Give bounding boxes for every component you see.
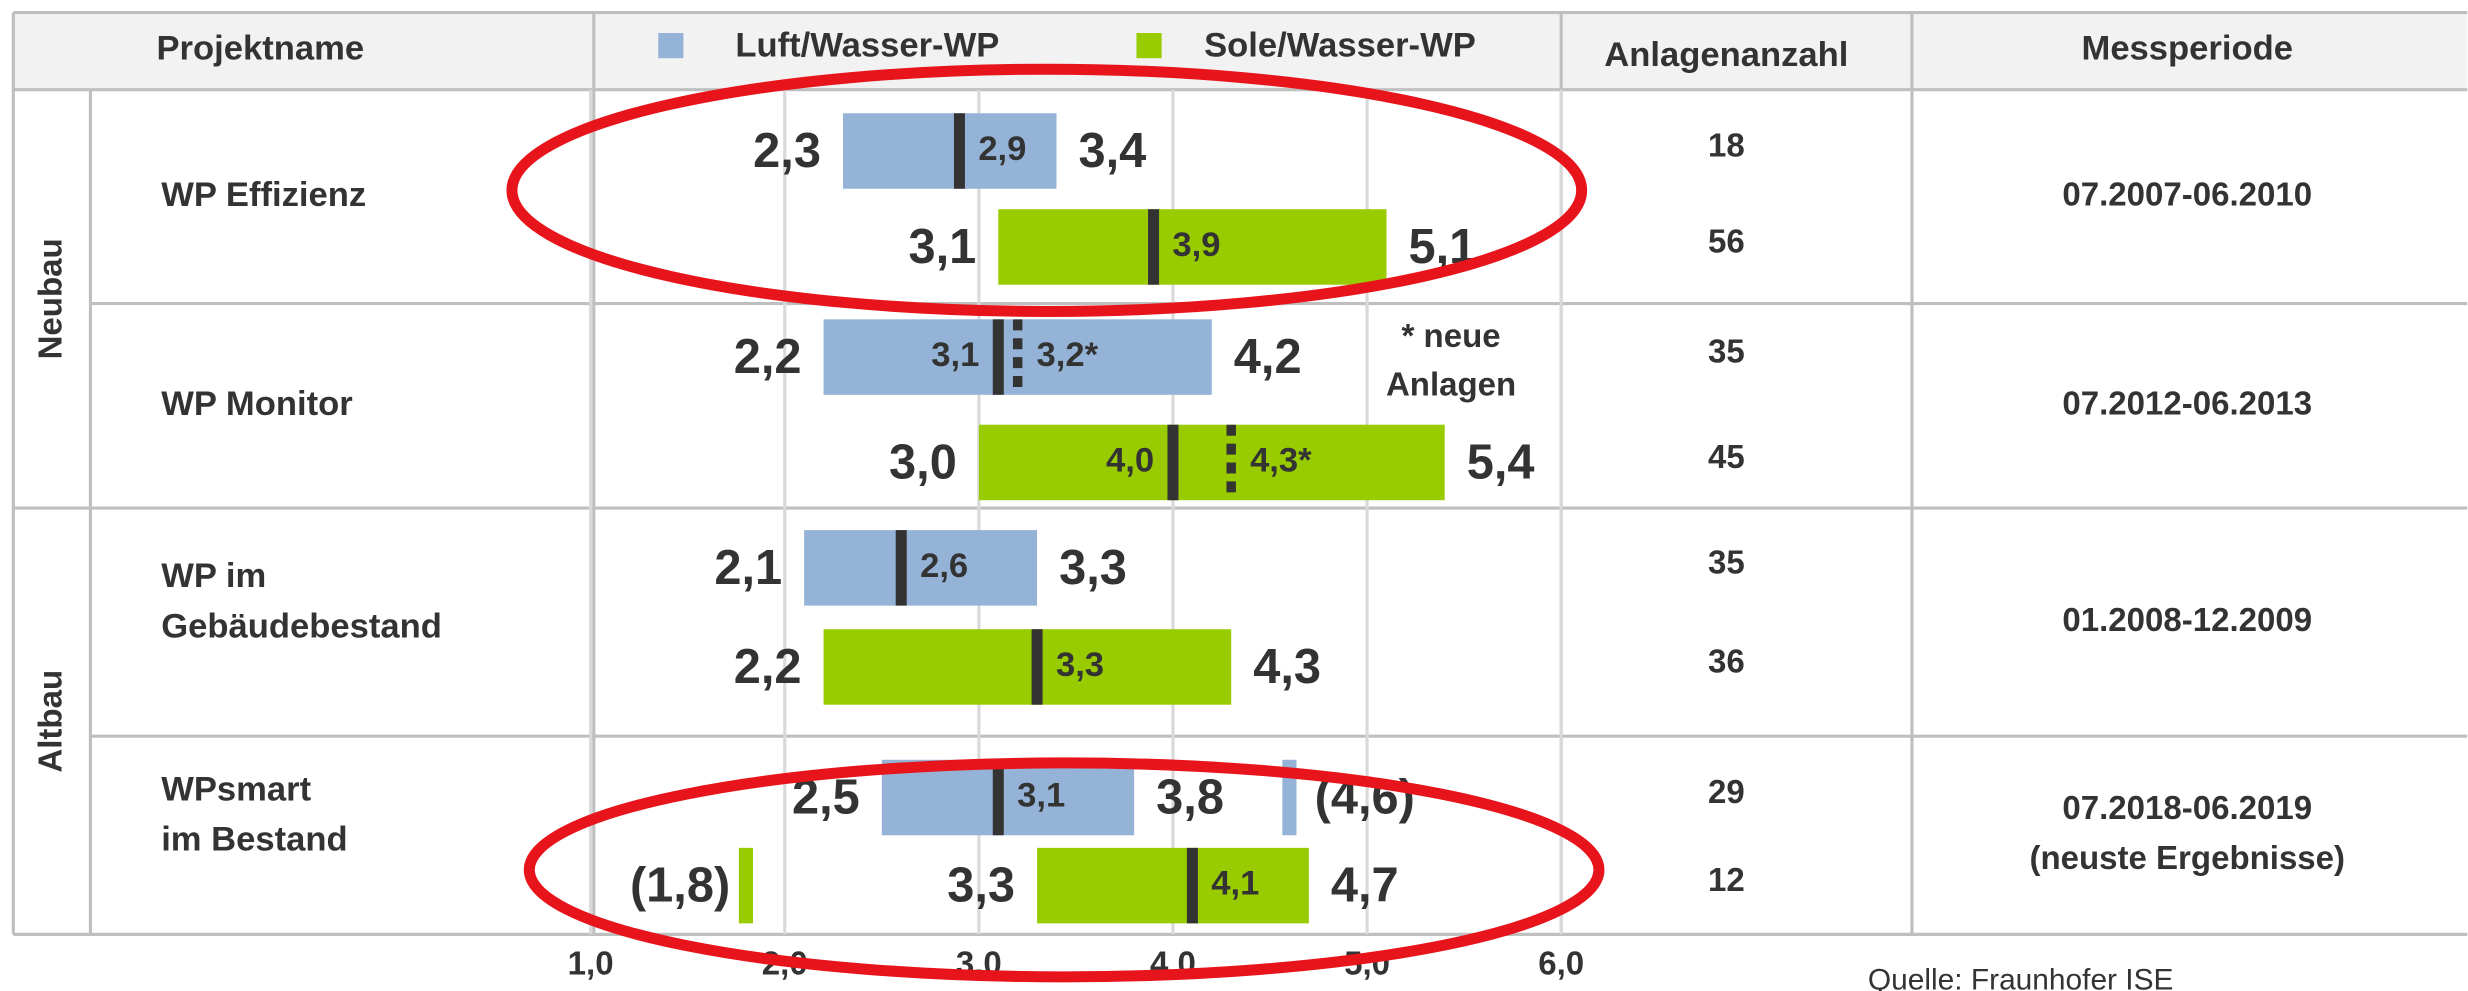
min-label: 2,1 [714,541,782,595]
range-bar [998,209,1387,285]
column-header: Anlagenanzahl [1604,36,1848,74]
x-tick-label: 1,0 [568,945,614,982]
note: Anlagen [1386,366,1516,403]
median-label: 4,1 [1211,865,1259,903]
new-median-label: 3,2* [1037,336,1099,374]
max-label: 3,4 [1079,124,1147,178]
count: 18 [1708,127,1745,164]
median-label: 2,6 [920,547,968,585]
min-label: 3,1 [908,220,976,274]
source: Quelle: Fraunhofer ISE [1868,963,2174,991]
count: 35 [1708,543,1745,580]
range-bar [842,113,1057,189]
count: 56 [1708,223,1745,260]
median-label: 4,0 [1106,442,1154,480]
highlight-ellipse [523,757,1605,983]
highlight-ellipse [506,63,1588,317]
median-label: 3,3 [1056,646,1104,684]
max-label: 3,8 [1156,771,1224,825]
project-name: WP Monitor [161,385,353,423]
median-line [992,759,1004,836]
legend-label: Luft/Wasser-WP [735,26,999,64]
period: (neuste Ergebnisse) [2029,839,2345,876]
project-name: WP Effizienz [161,176,366,214]
group-label: Altbau [31,670,68,773]
x-tick-label: 6,0 [1538,945,1584,982]
median-line [953,113,965,189]
median-line [1031,629,1043,705]
median-line [1148,209,1160,285]
project-name: Gebäudebestand [161,608,442,646]
range-bar [978,424,1445,501]
min-label: 2,2 [734,640,802,694]
median-label: 3,1 [931,336,979,374]
max-label: 5,4 [1467,435,1535,489]
min-label: 3,0 [889,435,957,489]
count: 35 [1708,333,1745,370]
project-name: WP im [161,557,266,595]
legend-swatch [1136,33,1162,59]
count: 36 [1708,643,1745,680]
max-label: 4,7 [1331,859,1399,913]
median-line [1186,847,1198,924]
min-label: 2,2 [734,330,802,384]
count: 12 [1708,861,1745,898]
legend-label: Sole/Wasser-WP [1204,26,1476,64]
column-header: Projektname [156,29,364,67]
project-name: WPsmart [161,770,311,808]
period: 07.2012-06.2013 [2062,385,2312,422]
range-bar [804,530,1038,606]
median-label: 2,9 [978,130,1026,168]
group-label: Neubau [31,238,68,359]
new-median-label: 4,3* [1250,442,1312,480]
range-bar [1037,847,1309,924]
column-header: Messperiode [2082,29,2293,67]
period: 07.2007-06.2010 [2062,175,2312,212]
median-label: 3,1 [1017,777,1065,815]
period: 01.2008-12.2009 [2062,601,2312,638]
note: * neue [1402,317,1501,354]
outlier-label: (1,8) [630,859,730,913]
range-bar [823,629,1232,705]
count: 29 [1708,773,1745,810]
max-label: 4,2 [1234,330,1302,384]
project-name: im Bestand [161,821,347,859]
median-line [992,319,1004,395]
min-label: 3,3 [947,859,1015,913]
period: 07.2018-06.2019 [2062,789,2312,826]
max-label: 3,3 [1059,541,1127,595]
median-line [1167,424,1179,501]
min-label: 2,3 [753,124,821,178]
legend-swatch [658,33,684,59]
max-label: 4,3 [1253,640,1321,694]
outlier-bar [738,847,754,924]
median-label: 3,9 [1172,226,1220,264]
range-bar [881,759,1135,836]
count: 45 [1708,438,1745,475]
median-line [895,530,907,606]
